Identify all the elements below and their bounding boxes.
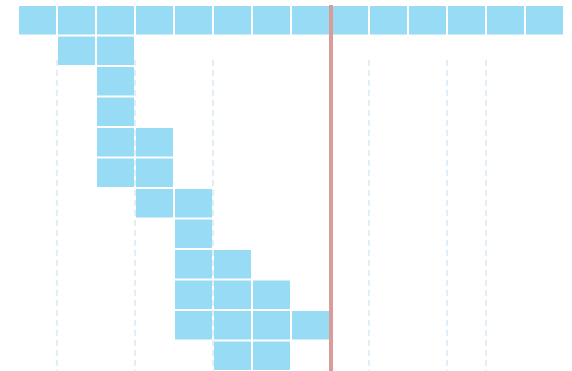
grid-cell-r0-c12 [487, 6, 524, 35]
grid-cell-r1-c2 [97, 36, 134, 65]
grid-cell-r10-c6 [253, 311, 290, 340]
grid-cell-r11-c5 [214, 341, 251, 370]
grid-cell-r0-c10 [409, 6, 446, 35]
grid-cell-r1-c1 [58, 36, 95, 65]
grid-cell-r0-c1 [58, 6, 95, 35]
grid-cell-r3-c2 [97, 97, 134, 126]
grid-cell-r0-c7 [292, 6, 329, 35]
grid-cell-r8-c4 [175, 250, 212, 279]
grid-cell-r5-c3 [136, 158, 173, 187]
grid-cell-r0-c6 [253, 6, 290, 35]
grid-cell-r6-c3 [136, 189, 173, 218]
grid-cell-r0-c3 [136, 6, 173, 35]
grid-cell-r5-c2 [97, 158, 134, 187]
grid-cell-r10-c5 [214, 311, 251, 340]
grid-cell-r0-c13 [526, 6, 563, 35]
guide-lines [56, 59, 487, 371]
grid-cell-r11-c6 [253, 341, 290, 370]
grid-cell-r9-c4 [175, 280, 212, 309]
grid-cell-r0-c11 [448, 6, 485, 35]
cells [19, 6, 563, 370]
grid-cell-r0-c0 [19, 6, 56, 35]
grid-cell-r2-c2 [97, 67, 134, 96]
grid-cell-r6-c4 [175, 189, 212, 218]
grid-cell-r9-c6 [253, 280, 290, 309]
grid-cell-r0-c8 [331, 6, 368, 35]
grid-cell-r8-c5 [214, 250, 251, 279]
grid-cell-r9-c5 [214, 280, 251, 309]
grid-cell-r7-c4 [175, 219, 212, 248]
grid-cell-r0-c4 [175, 6, 212, 35]
grid-cell-r0-c5 [214, 6, 251, 35]
grid-cell-r0-c9 [370, 6, 407, 35]
grid-cell-r10-c4 [175, 311, 212, 340]
grid-cell-r4-c3 [136, 128, 173, 157]
grid-cell-r4-c2 [97, 128, 134, 157]
grid-cell-r10-c7 [292, 311, 329, 340]
grid-cell-r0-c2 [97, 6, 134, 35]
